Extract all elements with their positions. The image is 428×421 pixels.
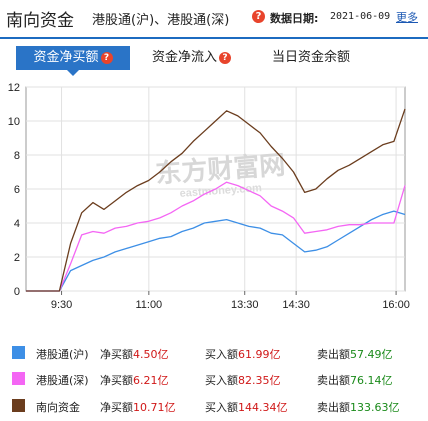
help-icon[interactable]: ? [100, 52, 113, 64]
buy-amount: 买入额144.34亿 [205, 399, 288, 415]
sell-label: 卖出额 [317, 374, 350, 387]
x-tick-label: 9:30 [51, 299, 72, 311]
header: 南向资金 港股通(沪)、港股通(深) ? 数据日期: 2021-06-09 更多 [0, 0, 428, 34]
y-tick-label: 8 [14, 150, 20, 162]
sell-amount: 卖出额76.14亿 [317, 372, 393, 388]
x-tick-label: 13:30 [231, 299, 259, 311]
legend-row-shen: 港股通(深) 净买额6.21亿 买入额82.35亿 卖出额76.14亿 [0, 366, 428, 390]
legend-swatch [12, 346, 25, 359]
y-tick-label: 12 [8, 82, 20, 94]
net-label: 净买额 [100, 348, 133, 361]
legend: 港股通(沪) 净买额4.50亿 买入额61.99亿 卖出额57.49亿 港股通(… [0, 340, 428, 421]
help-icon[interactable]: ? [219, 52, 232, 64]
page-subtitle: 港股通(沪)、港股通(深) [92, 13, 230, 28]
legend-name: 南向资金 [36, 401, 80, 414]
chart-ticks: 0 2 4 6 8 10 12 9:30 11:00 13:30 14:30 16:00 [8, 82, 410, 311]
watermark: 东方财富网 eastmoney.com [154, 150, 286, 200]
tab-label: 资金净流入 [152, 50, 218, 65]
header-divider [0, 37, 428, 39]
y-tick-label: 6 [14, 184, 20, 196]
tab-daily-balance[interactable]: 当日资金余额 [272, 46, 350, 70]
y-tick-label: 4 [14, 218, 20, 230]
chart-series [26, 108, 406, 292]
legend-row-total: 南向资金 净买额10.71亿 买入额144.34亿 卖出额133.63亿 [0, 393, 428, 417]
x-tick-label: 16:00 [382, 299, 410, 311]
x-tick-label: 11:00 [135, 299, 162, 311]
net-value: 10.71亿 [133, 401, 176, 414]
buy-value: 144.34亿 [238, 401, 288, 414]
buy-value: 82.35亿 [238, 374, 281, 387]
line-chart: 东方财富网 eastmoney.com 0 2 4 6 8 10 12 9:30 11:00 13… [8, 82, 410, 311]
x-tick-label: 14:30 [282, 299, 310, 311]
buy-amount: 买入额82.35亿 [205, 372, 281, 388]
net-buy: 净买额4.50亿 [100, 346, 169, 362]
y-tick-label: 10 [8, 116, 20, 128]
series-line [26, 210, 406, 292]
sell-amount: 卖出额57.49亿 [317, 346, 393, 362]
tab-net-inflow[interactable]: 资金净流入? [152, 46, 232, 70]
sell-value: 133.63亿 [350, 401, 400, 414]
date-label: 数据日期: [270, 12, 319, 25]
net-buy: 净买额10.71亿 [100, 399, 176, 415]
buy-label: 买入额 [205, 401, 238, 414]
y-tick-label: 0 [14, 286, 20, 298]
legend-row-hu: 港股通(沪) 净买额4.50亿 买入额61.99亿 卖出额57.49亿 [0, 340, 428, 364]
sell-label: 卖出额 [317, 348, 350, 361]
tab-label: 当日资金余额 [272, 50, 351, 65]
sell-amount: 卖出额133.63亿 [317, 399, 400, 415]
legend-name: 港股通(深) [36, 374, 89, 387]
watermark-sub: eastmoney.com [179, 182, 262, 200]
buy-value: 61.99亿 [238, 348, 281, 361]
buy-label: 买入额 [205, 348, 238, 361]
net-value: 6.21亿 [133, 374, 169, 387]
legend-name: 港股通(沪) [36, 348, 89, 361]
page-title: 南向资金 [6, 11, 74, 31]
y-tick-label: 2 [14, 252, 20, 264]
buy-amount: 买入额61.99亿 [205, 346, 281, 362]
tab-net-buy[interactable]: 资金净买额? [16, 46, 130, 76]
sell-label: 卖出额 [317, 401, 350, 414]
tab-label: 资金净买额 [33, 50, 99, 65]
net-label: 净买额 [100, 374, 133, 387]
net-value: 4.50亿 [133, 348, 169, 361]
legend-swatch [12, 399, 25, 412]
net-label: 净买额 [100, 401, 133, 414]
series-line [26, 108, 406, 292]
sell-value: 57.49亿 [350, 348, 393, 361]
sell-value: 76.14亿 [350, 374, 393, 387]
date-value: 2021-06-09 [330, 11, 391, 22]
more-link[interactable]: 更多 [396, 11, 418, 24]
net-buy: 净买额6.21亿 [100, 372, 169, 388]
series-line [26, 181, 406, 292]
help-icon[interactable]: ? [252, 10, 265, 23]
legend-swatch [12, 372, 25, 385]
buy-label: 买入额 [205, 374, 238, 387]
